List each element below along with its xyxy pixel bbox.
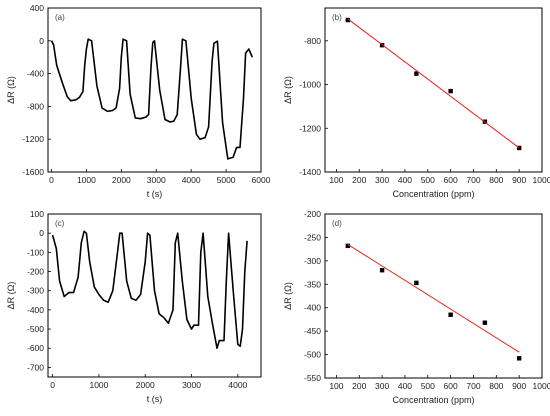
y-tick-label: 400 [30,3,44,13]
panel-label: (d) [332,219,342,228]
x-tick-label: 3000 [182,380,201,390]
y-tick-label: 0 [39,36,44,46]
x-tick-label: 800 [489,381,503,391]
x-tick-label: 500 [421,381,435,391]
y-tick-label: 0 [39,228,44,238]
panel-2: 0 1000 2000 3000 40001000-100-200-300-400-50… [6,209,262,404]
x-tick-label: 700 [466,175,480,185]
plot-frame [324,213,543,379]
panel-label: (c) [55,219,65,228]
x-tick-label: 2000 [136,380,155,390]
x-tick-label: 200 [352,175,366,185]
y-tick-label: -300 [304,256,321,266]
x-tick-label: 900 [512,175,526,185]
panel-label: (b) [332,13,342,22]
y-axis-label: ΔR (Ω) [283,282,293,310]
y-tick-label: -1000 [299,80,321,90]
x-tick-label: 4000 [228,380,247,390]
plot-frame [324,7,543,173]
x-tick-label: 800 [489,175,503,185]
x-tick-label: 0 [50,380,55,390]
data-point [379,268,385,273]
data-point [345,17,351,23]
y-tick-label: 100 [30,209,44,219]
x-tick-label: 700 [466,381,480,391]
x-tick-label: 0 [49,175,54,185]
y-tick-label: -800 [304,36,321,46]
x-tick-label: 2000 [112,175,131,185]
x-axis-label: t (s) [147,189,163,199]
y-axis-label: ΔR (Ω) [6,76,16,104]
plot-frame [47,213,262,378]
x-tick-label: 100 [329,381,343,391]
x-tick-label: 6000 [252,175,271,185]
y-tick-label: -200 [27,267,44,277]
y-tick-label: -500 [27,324,44,334]
x-tick-label: 300 [375,381,389,391]
x-tick-label: 5000 [217,175,236,185]
y-tick-label: -1600 [22,167,44,177]
x-tick-label: 1000 [77,175,96,185]
data-point [345,243,351,249]
y-tick-label: -100 [27,247,44,257]
y-tick-label: -200 [304,209,321,219]
x-axis-label: t (s) [147,394,163,404]
y-tick-label: -1200 [22,134,44,144]
y-tick-label: -550 [304,373,321,383]
x-axis-label: Concentration (ppm) [392,395,474,405]
x-tick-label: 900 [512,381,526,391]
x-tick-label: 1000 [89,380,108,390]
x-axis-label: Concentration (ppm) [392,189,474,199]
x-tick-label: 300 [375,175,389,185]
y-tick-label: -350 [304,279,321,289]
data-point [414,71,419,76]
x-tick-label: 3000 [147,175,166,185]
y-tick-label: -450 [304,326,321,336]
y-axis-label: ΔR (Ω) [6,282,16,310]
x-tick-label: 200 [352,381,366,391]
y-tick-label: -300 [27,286,44,296]
y-tick-label: -400 [304,303,321,313]
x-tick-label: 4000 [182,175,201,185]
data-point [516,356,522,361]
panel-label: (a) [55,13,65,22]
y-tick-label: -800 [27,101,44,111]
data-point [448,88,453,94]
y-tick-label: -500 [304,350,321,360]
x-tick-label: 1000 [533,175,550,185]
plot-frame [47,7,262,173]
y-tick-label: -400 [27,305,44,315]
fit-line [347,18,520,149]
x-tick-label: 600 [444,175,458,185]
y-tick-label: -600 [27,343,44,353]
fit-line [347,244,520,353]
x-tick-label: 100 [329,175,343,185]
data-point [482,320,488,325]
x-tick-label: 400 [398,175,412,185]
y-tick-label: -250 [304,232,321,242]
series-line [51,230,248,350]
y-axis-label: ΔR (Ω) [283,76,293,104]
data-point [414,280,419,286]
x-tick-label: 500 [421,175,435,185]
series-line [50,38,254,160]
panel-1: 100 200 300 400 500 600 700 800 900 1000 -800 -1000… [283,7,550,199]
y-tick-label: -1200 [299,123,321,133]
x-tick-label: 400 [398,381,412,391]
y-tick-label: -400 [27,69,44,79]
data-point [448,312,453,317]
y-tick-label: -700 [27,362,44,372]
panel-3: 100 200 300 400 500 600 700 800 900 1000 -200 -250 -… [283,209,550,405]
x-tick-label: 1000 [533,381,550,391]
y-tick-label: -1400 [299,167,321,177]
panel-0: 0 1000 2000 3000 4000 5000 60004000-400-800-12… [6,3,271,199]
x-tick-label: 600 [444,381,458,391]
